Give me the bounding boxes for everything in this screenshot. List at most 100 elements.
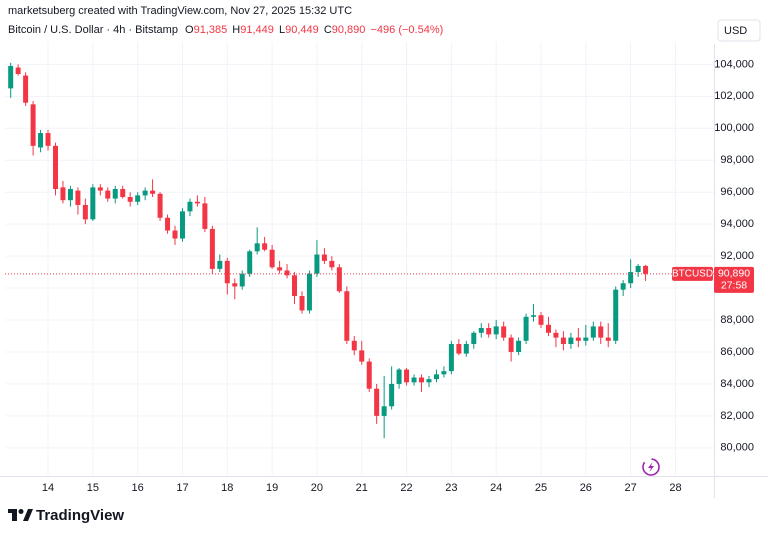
candle-body	[15, 67, 21, 74]
candle-body	[553, 332, 559, 338]
logo-mark	[18, 509, 24, 514]
candle-body	[142, 190, 148, 196]
candle-body	[643, 265, 649, 274]
candle-body	[598, 326, 604, 338]
candle-body	[292, 275, 298, 297]
candle-body	[508, 337, 514, 352]
candle-body	[493, 326, 499, 335]
ohlc-value: 91,385	[194, 24, 228, 36]
brand: TradingView	[36, 507, 124, 524]
candle-body	[523, 316, 529, 341]
candle-body	[404, 369, 410, 383]
candle-body	[82, 204, 88, 220]
ohlc-label: O	[185, 24, 194, 36]
y-tick-label: 84,000	[720, 378, 754, 390]
x-tick-label: 22	[400, 482, 412, 494]
y-tick-label: 102,000	[714, 90, 754, 102]
candle-body	[262, 243, 268, 250]
candle-body	[277, 267, 283, 271]
countdown: 27:58	[721, 280, 747, 292]
candle-body	[60, 187, 66, 201]
candle-body	[97, 187, 103, 191]
candle-body	[531, 315, 537, 317]
logo-mark	[23, 509, 33, 521]
price-tag	[714, 266, 754, 293]
y-tick-label: 96,000	[720, 186, 754, 198]
change: −496 (−0.54%)	[370, 24, 443, 36]
candle-body	[463, 343, 469, 354]
x-tick-label: 15	[87, 482, 99, 494]
candle-body	[67, 188, 73, 201]
candle-body	[8, 65, 14, 89]
ohlc-label: H	[232, 24, 240, 36]
candle-body	[560, 337, 566, 344]
ohlc-value: 91,449	[240, 24, 274, 36]
candle-body	[366, 361, 372, 389]
candle-body	[38, 133, 44, 148]
candle-body	[433, 374, 439, 380]
candle-body	[254, 243, 260, 252]
candle-body	[75, 190, 81, 205]
candle-body	[232, 283, 238, 287]
candle-body	[90, 187, 96, 220]
symbol: Bitcoin / U.S. Dollar · 4h · Bitstamp	[8, 24, 178, 36]
candle-body	[418, 377, 424, 383]
currency-box[interactable]	[717, 19, 761, 42]
x-tick-label: 18	[221, 482, 233, 494]
candle-body	[628, 272, 634, 284]
candle-body	[344, 291, 350, 341]
candle-body	[411, 377, 417, 383]
x-tick-label: 16	[132, 482, 144, 494]
candle-body	[284, 270, 290, 276]
candle-body	[613, 289, 619, 341]
candle-body	[224, 260, 230, 284]
candle-body	[127, 196, 133, 202]
plot	[5, 42, 714, 475]
candle-body	[306, 273, 312, 311]
y-tick-label: 98,000	[720, 154, 754, 166]
y-tick-label: 94,000	[720, 218, 754, 230]
candle-body	[209, 228, 215, 269]
candle-body	[165, 217, 171, 231]
candle-body	[568, 337, 574, 344]
x-tick-label: 24	[490, 482, 502, 494]
candle-body	[202, 203, 208, 229]
author-line: marketsuberg created with TradingView.co…	[8, 5, 352, 17]
candle-body	[120, 188, 126, 197]
candle-body	[187, 201, 193, 212]
x-tick-label: 19	[266, 482, 278, 494]
candle-body	[321, 254, 327, 261]
candle-body	[575, 337, 581, 341]
candle-body	[239, 273, 245, 287]
candle-body	[583, 337, 589, 341]
icon-bolt	[648, 462, 654, 472]
currency[interactable]: USD	[724, 25, 747, 37]
x-tick-label: 26	[580, 482, 592, 494]
candle-body	[516, 340, 522, 352]
candle-body	[30, 104, 36, 146]
lightning-icon[interactable]	[642, 458, 660, 476]
candle-body	[448, 343, 454, 372]
candle-body	[112, 188, 118, 199]
candle-body	[486, 328, 492, 335]
y-tick-label: 104,000	[714, 58, 754, 70]
candle-body	[590, 326, 596, 338]
candle-body	[336, 267, 342, 292]
y-tick-label: 92,000	[720, 250, 754, 262]
brand-logo	[8, 509, 33, 521]
candle-body	[456, 343, 462, 354]
candle-body	[105, 190, 111, 199]
candle-body	[374, 388, 380, 416]
candle-body	[247, 251, 253, 274]
header-line: Bitcoin / U.S. Dollar · 4h · Bitstamp O9…	[8, 24, 443, 36]
x-tick-label: 17	[176, 482, 188, 494]
candle-body	[172, 230, 178, 239]
candle-body	[150, 190, 156, 194]
candle-body	[605, 337, 611, 341]
ohlc-value: 90,890	[332, 24, 366, 36]
candle-body	[389, 383, 395, 407]
candle-body	[299, 296, 305, 311]
candle-body	[179, 211, 185, 239]
x-tick-label: 23	[445, 482, 457, 494]
candle-body	[545, 324, 551, 333]
